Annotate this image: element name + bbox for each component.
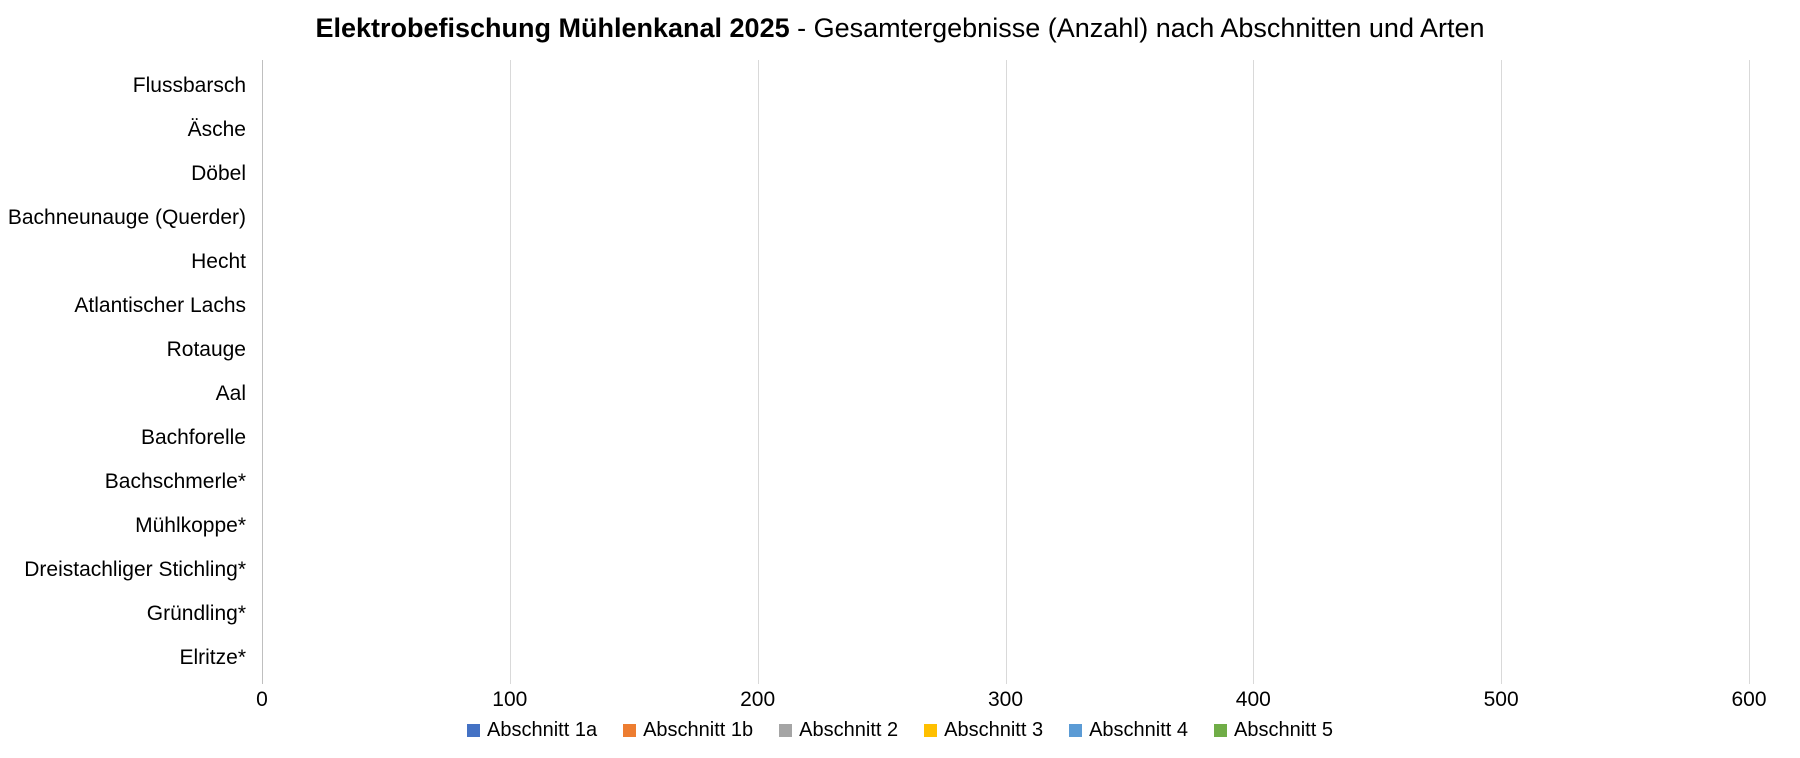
category-label: Dreistachliger Stichling* [24, 558, 246, 581]
legend-label: Abschnitt 3 [944, 719, 1044, 741]
y-axis-labels: Flussbarsch Äsche Döbel Bachneunauge (Querd… [0, 64, 246, 680]
category-label: Äsche [187, 118, 246, 141]
bar-row [262, 636, 1749, 680]
bar-row [262, 328, 1749, 372]
legend-label: Abschnitt 2 [799, 719, 899, 741]
legend-label: Abschnitt 4 [1089, 719, 1189, 741]
category-label: Hecht [191, 250, 246, 273]
legend-item: Abschnitt 1b [623, 719, 753, 742]
legend-swatch-icon [924, 724, 938, 737]
category-label: Bachforelle [140, 426, 246, 449]
chart-title: Elektrobefischung Mühlenkanal 2025 - Ges… [0, 13, 1800, 44]
legend-swatch-icon [1069, 724, 1083, 737]
legend-swatch-icon [467, 724, 481, 737]
gridline [1749, 60, 1750, 684]
bar-row [262, 460, 1749, 504]
x-tick-label: 600 [1731, 688, 1767, 711]
bar-row [262, 504, 1749, 548]
gridline [509, 60, 511, 684]
legend-item: Abschnitt 1a [467, 719, 597, 742]
bar-row [262, 108, 1749, 152]
category-label: Flussbarsch [132, 74, 246, 97]
bar-row [262, 152, 1749, 196]
x-tick-label: 0 [256, 688, 268, 711]
legend-label: Abschnitt 1b [643, 719, 754, 741]
category-label: Gründling* [146, 602, 246, 625]
x-tick-label: 200 [740, 688, 776, 711]
chart-title-bold: Elektrobefischung Mühlenkanal 2025 [315, 13, 790, 43]
axis-line [262, 60, 263, 684]
legend-swatch-icon [623, 724, 637, 737]
bar-rows [262, 64, 1749, 680]
x-tick-label: 400 [1235, 688, 1271, 711]
legend-swatch-icon [1214, 724, 1228, 737]
legend-item: Abschnitt 3 [924, 719, 1043, 742]
legend-item: Abschnitt 5 [1214, 719, 1333, 742]
bar-row [262, 240, 1749, 284]
bar-row [262, 592, 1749, 636]
legend-label: Abschnitt 1a [487, 719, 598, 741]
category-label: Elritze* [179, 646, 246, 669]
category-label: Bachneunauge (Querder) [7, 206, 246, 229]
category-label: Aal [215, 382, 246, 405]
legend: Abschnitt 1a Abschnitt 1b Abschnitt 2 Absch… [0, 719, 1800, 742]
gridline [1005, 60, 1007, 684]
bar-row [262, 284, 1749, 328]
category-label: Bachschmerle* [104, 470, 246, 493]
x-tick-label: 500 [1483, 688, 1519, 711]
gridline [1253, 60, 1255, 684]
legend-label: Abschnitt 5 [1234, 719, 1333, 741]
gridline [757, 60, 759, 684]
category-label: Rotauge [166, 338, 246, 361]
x-axis: 0 100 200 300 400 500 600 [256, 688, 1766, 714]
x-tick-label: 100 [492, 688, 528, 711]
bar-row [262, 548, 1749, 592]
bar-row [262, 64, 1749, 108]
category-label: Mühlkoppe* [135, 514, 246, 537]
legend-swatch-icon [779, 724, 793, 737]
legend-item: Abschnitt 4 [1069, 719, 1188, 742]
category-label: Atlantischer Lachs [74, 294, 246, 317]
chart-title-rest: - Gesamtergebnisse (Anzahl) nach Abschni… [789, 13, 1485, 43]
bar-row [262, 416, 1749, 460]
bar-row [262, 372, 1749, 416]
bar-row [262, 196, 1749, 240]
x-tick-label: 300 [987, 688, 1024, 711]
category-label: Döbel [191, 162, 246, 185]
gridline [1501, 60, 1503, 684]
plot-area [262, 60, 1750, 684]
legend-item: Abschnitt 2 [779, 719, 898, 742]
